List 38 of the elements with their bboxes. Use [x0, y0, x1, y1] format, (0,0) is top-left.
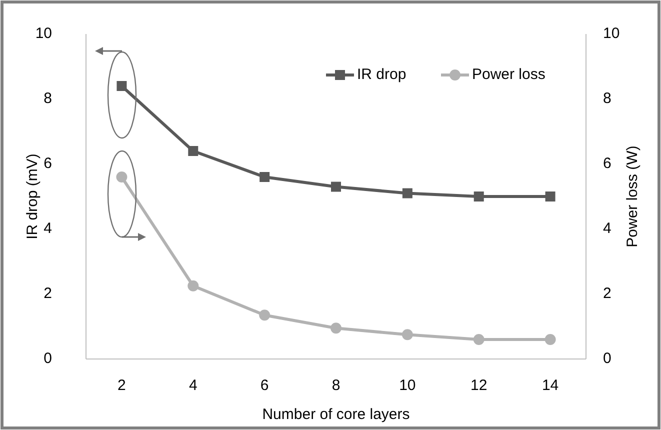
y2-tick-label: 6 [603, 154, 612, 172]
point [474, 192, 484, 202]
y-axis-title: IR drop (mV) [24, 154, 41, 240]
point [188, 146, 198, 156]
legend-label: Power loss [472, 66, 546, 83]
legend-label: IR drop [357, 66, 406, 83]
point [188, 280, 199, 292]
point [330, 322, 342, 334]
y2-tick-label: 8 [603, 90, 612, 107]
point [259, 310, 270, 321]
point [116, 81, 127, 91]
y-tick-label: 6 [44, 154, 52, 172]
point [402, 188, 412, 198]
point [402, 329, 413, 340]
x-axis-title: Number of core layers [262, 406, 410, 423]
point [473, 334, 484, 345]
point [260, 172, 270, 182]
y2-tick-label: 0 [603, 350, 612, 367]
y2-axis-title: Power loss (W) [624, 146, 641, 248]
x-tick-label: 6 [260, 376, 269, 394]
point [331, 182, 341, 192]
y2-tick-label: 2 [603, 284, 612, 302]
y-tick-label: 8 [44, 90, 52, 107]
x-tick-label: 12 [470, 376, 488, 394]
y-tick-label: 2 [44, 284, 52, 302]
point [545, 192, 556, 202]
y-tick-label: 10 [35, 24, 52, 42]
x-tick-label: 10 [399, 376, 416, 394]
y-tick-label: 4 [44, 220, 52, 237]
x-tick-label: 2 [118, 376, 126, 394]
point [116, 172, 128, 182]
y2-tick-label: 4 [603, 220, 612, 237]
y-tick-label: 0 [44, 350, 52, 367]
x-tick-label: 8 [332, 376, 340, 394]
y2-tick-label: 10 [603, 24, 620, 42]
point [544, 334, 556, 345]
x-tick-label: 4 [188, 376, 198, 394]
x-tick-label: 14 [542, 376, 559, 394]
